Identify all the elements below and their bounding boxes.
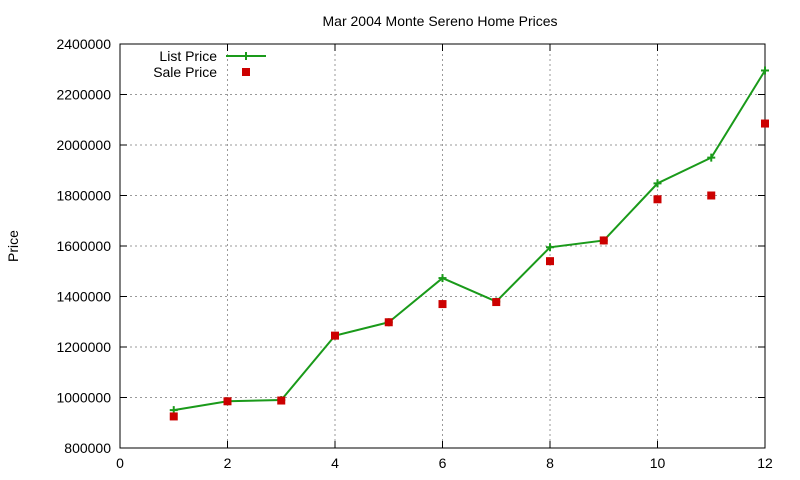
y-tick-label: 1200000 [56,339,111,355]
y-tick-label: 2400000 [56,36,111,52]
sale-price-point [331,331,339,340]
series-sale-price [169,119,769,421]
sale-price-point [169,412,178,421]
x-tick-label: 6 [439,455,447,471]
sale-price-point [653,195,662,204]
sale-price-point [492,298,501,307]
sale-price-point [761,119,769,128]
grid-lines [120,44,765,448]
x-tick-label: 0 [116,455,124,471]
x-tick-label: 12 [757,455,773,471]
x-tick-label: 4 [331,455,339,471]
sale-price-point [384,318,393,327]
sale-price-point [599,236,608,245]
legend-square-sample [242,68,250,76]
y-tick-label: 800000 [64,440,111,456]
x-tick-label: 10 [650,455,666,471]
y-tick-label: 2200000 [56,87,111,103]
list-price-point [707,153,716,162]
y-tick-label: 1800000 [56,188,111,204]
sale-price-point [277,396,286,405]
series-list-price [169,66,769,415]
sale-price-point [223,397,232,406]
y-axis-label: Price [5,230,21,262]
plot-frame [119,43,766,449]
chart-title: Mar 2004 Monte Sereno Home Prices [323,13,558,29]
x-tick-label: 8 [546,455,554,471]
sale-price-point [707,191,716,200]
list-price-point [761,66,769,75]
x-tick-label: 2 [224,455,232,471]
legend-label: Sale Price [153,64,217,80]
sale-price-point [546,257,554,266]
y-tick-label: 2000000 [56,137,111,153]
list-price-point [438,274,447,283]
list-price-line [173,69,766,412]
y-tick-label: 1600000 [56,238,111,254]
list-price-point [546,243,554,252]
list-price-point [653,179,662,188]
series-layer [169,66,769,421]
sale-price-point [438,300,447,309]
axis-ticks: 800000 1000000 1200000 1400000 1600000 180000… [56,36,773,471]
y-tick-label: 1000000 [56,390,111,406]
legend-label: List Price [159,48,217,64]
y-tick-label: 1400000 [56,289,111,305]
